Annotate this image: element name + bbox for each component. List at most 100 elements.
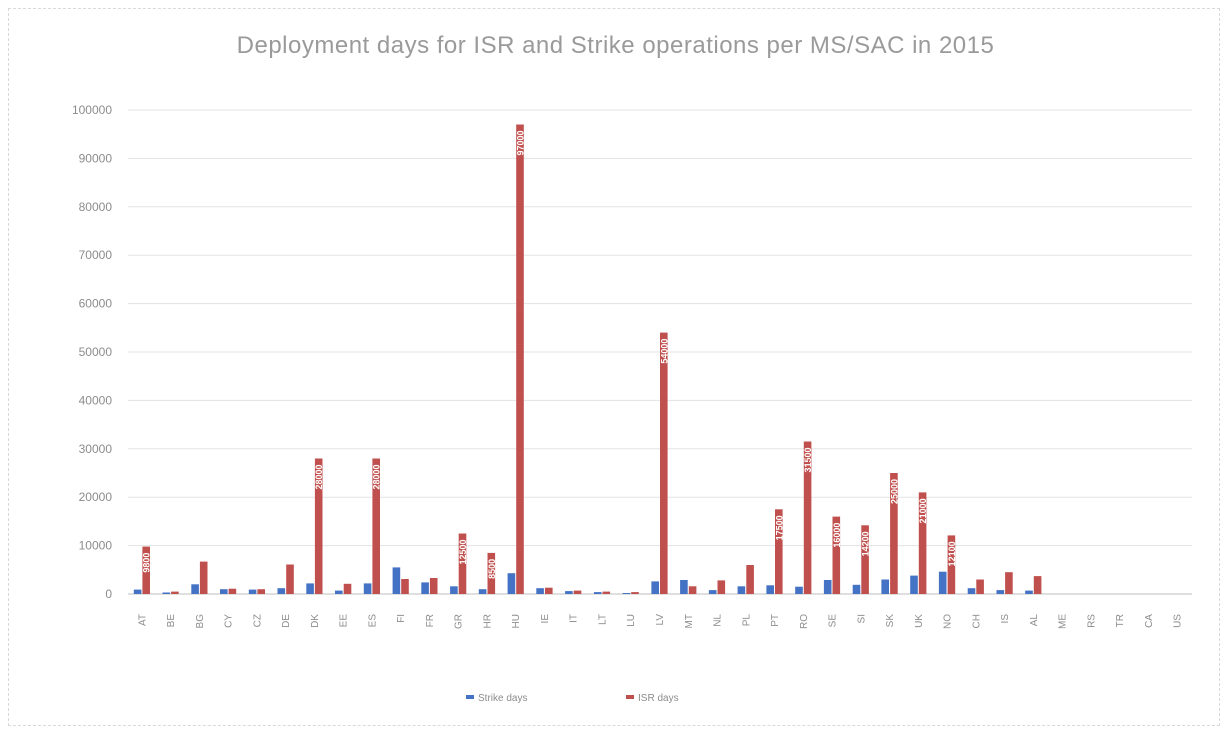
- bar-strike: [737, 586, 746, 594]
- x-tick-label: IS: [1000, 614, 1011, 624]
- x-tick-label: SK: [885, 614, 896, 628]
- bar-strike: [162, 592, 171, 594]
- legend-label-strike: Strike days: [478, 693, 527, 704]
- legend: Strike days ISR days: [466, 693, 679, 704]
- bar-strike: [191, 584, 199, 594]
- data-label: 97000: [516, 131, 526, 156]
- bar-strike: [622, 593, 631, 594]
- y-tick-label: 80000: [79, 200, 113, 214]
- x-tick-label: IT: [569, 614, 580, 623]
- bar-strike: [421, 582, 429, 594]
- bar-layer: [133, 124, 1042, 594]
- x-tick-label: AL: [1029, 614, 1040, 627]
- x-tick-label: RO: [799, 614, 810, 629]
- bar-isr: [775, 509, 783, 594]
- bar-strike: [1025, 590, 1033, 594]
- x-tick-label: FI: [396, 614, 407, 623]
- bar-isr: [545, 587, 553, 594]
- x-tick-label: DK: [310, 614, 321, 628]
- chart-title: Deployment days for ISR and Strike opera…: [236, 32, 995, 59]
- bar-strike: [938, 571, 947, 594]
- x-tick-label: LT: [598, 614, 609, 625]
- x-tick-label: NL: [713, 614, 724, 627]
- bar-strike: [881, 579, 889, 594]
- x-tick-label: TR: [1115, 614, 1126, 627]
- x-tick-label: HU: [511, 614, 522, 628]
- bar-isr: [458, 533, 467, 594]
- legend-swatch-strike: [466, 695, 474, 699]
- bar-strike: [823, 580, 832, 594]
- x-tick-label: AT: [137, 614, 148, 626]
- bar-isr: [803, 441, 812, 594]
- data-label: 21000: [918, 498, 928, 523]
- bar-strike: [392, 567, 401, 594]
- data-label: 9800: [142, 553, 152, 573]
- bar-isr: [142, 546, 150, 594]
- y-tick-label: 60000: [79, 297, 113, 311]
- data-label-layer: 9800 28000 28000 12500 8500 97000 54000 17500 31…: [142, 131, 957, 579]
- bar-strike: [852, 584, 861, 594]
- bar-isr: [343, 583, 352, 594]
- bar-isr: [976, 579, 984, 594]
- bar-isr: [199, 561, 208, 594]
- x-tick-label: CY: [224, 614, 235, 628]
- x-axis-ticks: AT BE BG CY CZ DE DK EE ES FI FR GR HR HU IE IT LT LU LV MT…: [137, 614, 1183, 629]
- bar-strike: [795, 586, 803, 594]
- y-tick-label: 90000: [79, 151, 113, 165]
- bar-isr: [717, 580, 726, 594]
- bar-isr: [487, 552, 496, 594]
- x-tick-label: PL: [741, 614, 752, 627]
- y-tick-label: 50000: [79, 345, 113, 359]
- x-tick-label: RS: [1086, 614, 1097, 628]
- x-tick-label: CH: [971, 614, 982, 628]
- bar-strike: [450, 586, 458, 594]
- y-tick-label: 0: [105, 587, 112, 601]
- y-tick-label: 40000: [79, 393, 113, 407]
- x-tick-label: SE: [828, 614, 839, 628]
- bar-isr: [228, 588, 237, 594]
- x-tick-label: UK: [914, 614, 925, 628]
- x-tick-label: DE: [281, 614, 292, 628]
- bar-strike: [507, 573, 516, 594]
- data-label: 14200: [861, 531, 871, 556]
- y-tick-label: 30000: [79, 442, 113, 456]
- data-label: 12500: [458, 540, 468, 565]
- legend-label-isr: ISR days: [638, 693, 679, 704]
- chart-frame: [8, 8, 1220, 726]
- y-tick-label: 10000: [79, 539, 113, 553]
- x-tick-label: MT: [684, 614, 695, 628]
- bar-strike: [220, 589, 228, 594]
- x-tick-label: SI: [856, 614, 867, 623]
- x-tick-label: ES: [367, 614, 378, 628]
- bar-strike: [363, 583, 372, 594]
- bar-isr: [401, 579, 409, 594]
- bar-isr: [746, 565, 754, 594]
- x-tick-label: LU: [626, 614, 637, 627]
- bar-strike: [133, 589, 142, 594]
- bar-isr: [832, 516, 841, 594]
- x-tick-label: IE: [540, 614, 551, 624]
- bar-strike: [248, 589, 257, 594]
- data-label: 54000: [659, 339, 669, 364]
- bar-isr: [1033, 576, 1042, 594]
- bar-isr: [314, 458, 323, 594]
- data-label: 8500: [487, 559, 497, 579]
- data-label: 28000: [372, 465, 382, 490]
- bar-isr: [688, 586, 697, 594]
- x-tick-label: BG: [195, 614, 206, 629]
- data-label: 16000: [832, 523, 842, 548]
- x-tick-label: PT: [770, 614, 781, 627]
- x-tick-label: ME: [1058, 614, 1069, 629]
- x-tick-label: CA: [1144, 614, 1155, 628]
- data-label: 17500: [774, 515, 784, 540]
- bar-strike: [306, 583, 314, 594]
- bar-isr: [372, 458, 380, 594]
- bar-isr: [631, 592, 639, 594]
- bar-strike: [478, 589, 487, 594]
- bar-isr: [890, 473, 898, 594]
- legend-swatch-isr: [626, 695, 634, 699]
- bar-isr: [257, 589, 265, 594]
- bar-isr: [429, 578, 438, 594]
- x-tick-label: LV: [655, 614, 666, 626]
